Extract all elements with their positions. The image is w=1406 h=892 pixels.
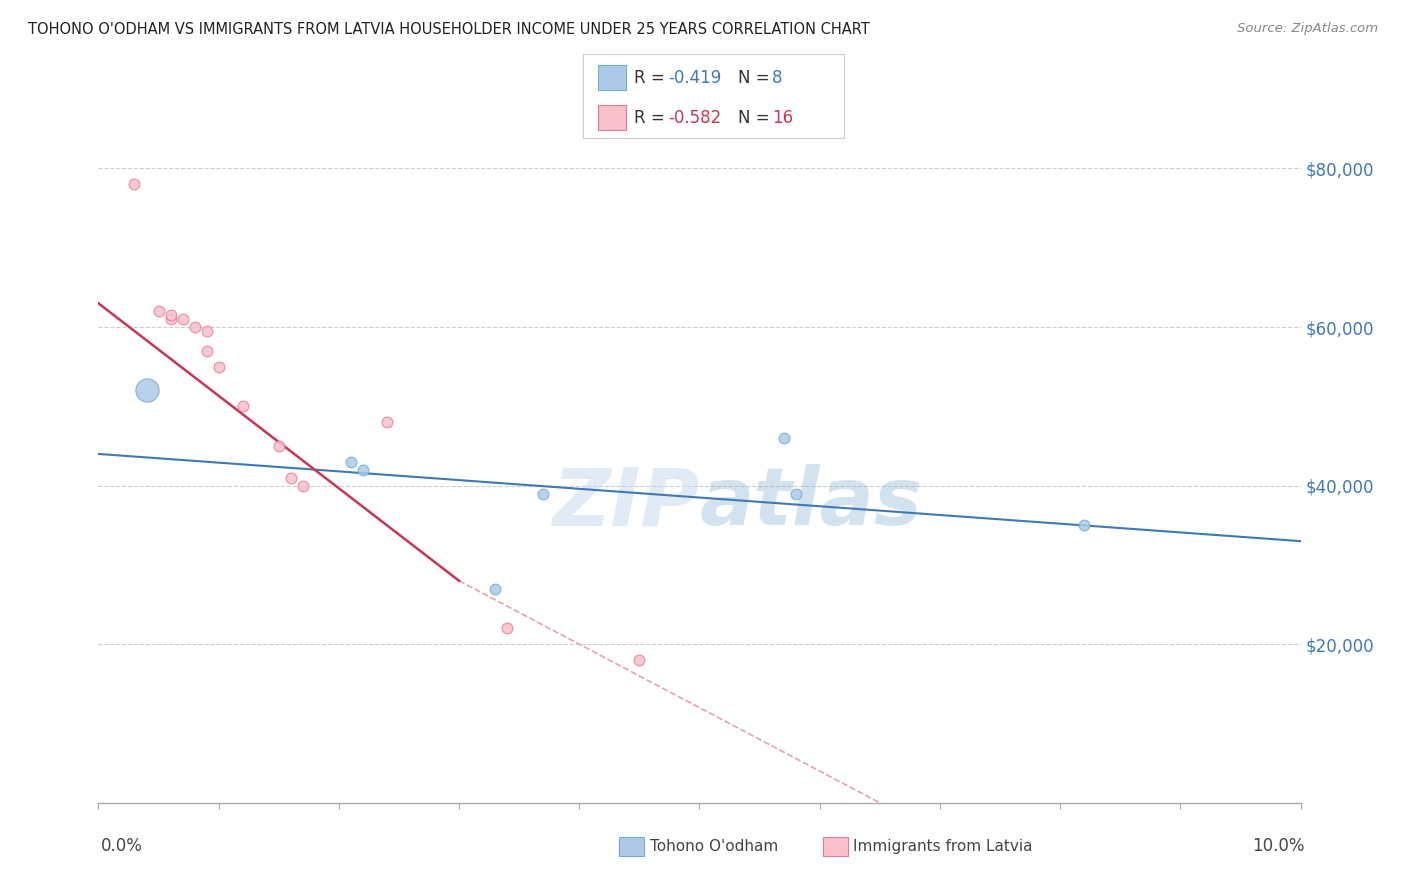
Point — [531, 486, 554, 500]
Point — [291, 478, 314, 492]
Point — [159, 312, 181, 326]
Point — [628, 653, 651, 667]
Text: R =: R = — [634, 109, 671, 127]
Text: -0.419: -0.419 — [668, 69, 721, 87]
Point — [340, 455, 363, 469]
Text: R =: R = — [634, 69, 671, 87]
Text: 10.0%: 10.0% — [1253, 837, 1305, 855]
Point — [135, 384, 157, 398]
Point — [124, 178, 146, 192]
Text: Tohono O'odham: Tohono O'odham — [650, 839, 778, 854]
Text: Immigrants from Latvia: Immigrants from Latvia — [853, 839, 1033, 854]
Point — [195, 343, 218, 358]
Point — [280, 471, 302, 485]
Text: N =: N = — [738, 109, 775, 127]
Point — [172, 312, 194, 326]
Point — [148, 304, 170, 318]
Point — [496, 621, 519, 635]
Text: -0.582: -0.582 — [668, 109, 721, 127]
Point — [772, 431, 794, 445]
Point — [208, 359, 231, 374]
Point — [232, 400, 254, 414]
Point — [785, 486, 807, 500]
Text: ZIP: ZIP — [553, 464, 700, 542]
Text: 16: 16 — [772, 109, 793, 127]
Point — [267, 439, 290, 453]
Text: 8: 8 — [772, 69, 782, 87]
Point — [375, 415, 398, 429]
Point — [352, 463, 374, 477]
Point — [159, 308, 181, 322]
Point — [484, 582, 506, 596]
Point — [183, 320, 205, 334]
Point — [195, 324, 218, 338]
Text: 0.0%: 0.0% — [101, 837, 143, 855]
Text: TOHONO O'ODHAM VS IMMIGRANTS FROM LATVIA HOUSEHOLDER INCOME UNDER 25 YEARS CORRE: TOHONO O'ODHAM VS IMMIGRANTS FROM LATVIA… — [28, 22, 870, 37]
Text: Source: ZipAtlas.com: Source: ZipAtlas.com — [1237, 22, 1378, 36]
Text: N =: N = — [738, 69, 775, 87]
Point — [1073, 518, 1095, 533]
Text: atlas: atlas — [700, 464, 922, 542]
